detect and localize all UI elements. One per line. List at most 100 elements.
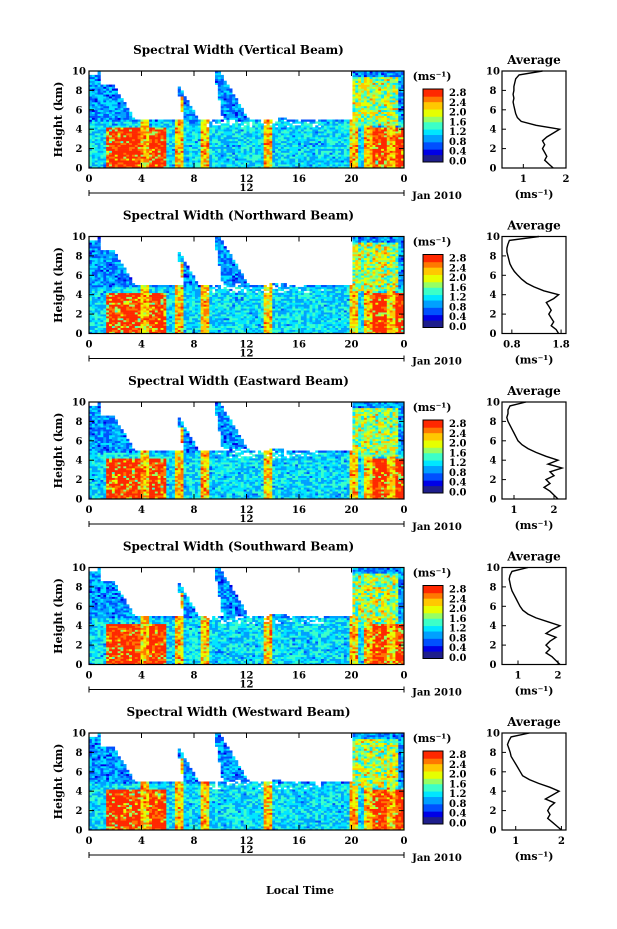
heatmap-cell xyxy=(134,331,138,334)
heatmap-cell xyxy=(395,90,399,93)
heatmap-cell xyxy=(249,162,253,165)
heatmap-cell xyxy=(323,154,327,157)
heatmap-cell xyxy=(200,329,204,332)
heatmap-cell xyxy=(246,156,250,159)
heatmap-cell xyxy=(209,166,213,169)
heatmap-cell xyxy=(126,283,130,286)
heatmap-cell xyxy=(229,158,233,161)
heatmap-cell xyxy=(200,321,204,325)
heatmap-cell xyxy=(109,319,113,323)
heatmap-cell xyxy=(114,263,118,266)
heatmap-cell xyxy=(117,105,121,109)
heatmap-cell xyxy=(126,281,130,284)
heatmap-cell xyxy=(260,158,264,161)
heatmap-cell xyxy=(366,94,370,97)
heatmap-cell xyxy=(143,164,147,167)
heatmap-cell xyxy=(286,144,290,147)
heatmap-cell xyxy=(89,138,93,142)
heatmap-cell xyxy=(157,131,161,134)
heatmap-cell xyxy=(223,86,227,89)
heatmap-cell xyxy=(91,100,96,103)
heatmap-cell xyxy=(180,131,184,134)
heatmap-cell xyxy=(129,150,133,153)
heatmap-cell xyxy=(212,144,216,147)
heatmap-cell xyxy=(398,84,402,87)
heatmap-cell xyxy=(111,302,116,305)
heatmap-cell xyxy=(249,150,253,153)
heatmap-cell xyxy=(152,316,156,319)
heatmap-cell xyxy=(215,76,219,80)
heatmap-cell xyxy=(200,156,204,159)
heatmap-cell xyxy=(226,138,230,142)
heatmap-cell xyxy=(131,314,136,317)
heatmap-cell xyxy=(217,164,222,167)
heatmap-cell xyxy=(217,78,222,81)
heatmap-cell xyxy=(89,102,93,105)
heatmap-cell xyxy=(315,150,319,153)
heatmap-cell xyxy=(341,152,345,155)
heatmap-cell xyxy=(220,146,224,149)
heatmap-cell xyxy=(186,127,190,130)
heatmap-cell xyxy=(352,162,356,165)
heatmap-cell xyxy=(163,292,167,295)
heatmap-cell xyxy=(186,316,190,319)
heatmap-cell xyxy=(103,312,107,315)
heatmap-cell xyxy=(114,285,118,288)
heatmap-cell xyxy=(157,125,161,128)
heatmap-cell xyxy=(109,102,113,105)
heatmap-cell xyxy=(194,156,199,159)
heatmap-cell xyxy=(272,166,276,169)
heatmap-cell xyxy=(263,129,267,132)
heatmap-cell xyxy=(160,288,164,292)
heatmap-cell xyxy=(109,261,113,264)
heatmap-cell xyxy=(389,164,393,167)
heatmap-cell xyxy=(329,144,333,147)
heatmap-cell xyxy=(306,140,310,144)
heatmap-cell xyxy=(363,76,368,80)
heatmap-cell xyxy=(114,135,118,138)
heatmap-cell xyxy=(186,310,190,313)
heatmap-cell xyxy=(263,152,267,155)
heatmap-cell xyxy=(131,292,136,295)
heatmap-cell xyxy=(395,72,399,76)
heatmap-cell xyxy=(318,140,322,144)
heatmap-cell xyxy=(323,133,327,136)
heatmap-cell xyxy=(143,152,147,155)
heatmap-cell xyxy=(358,119,362,122)
heatmap-cell xyxy=(212,148,216,151)
heatmap-cell xyxy=(237,117,242,120)
heatmap-cell xyxy=(375,117,379,120)
heatmap-cell xyxy=(392,135,396,138)
heatmap-cell xyxy=(100,300,104,303)
heatmap-cell xyxy=(323,158,327,161)
heatmap-cell xyxy=(326,154,330,157)
heatmap-cell xyxy=(220,107,224,111)
heatmap-cell xyxy=(169,316,173,319)
heatmap-cell xyxy=(378,121,382,124)
heatmap-cell xyxy=(401,88,405,91)
heatmap-cell xyxy=(183,275,187,278)
heatmap-cell xyxy=(97,127,101,130)
y-axis-label: Height (km) xyxy=(52,82,65,158)
heatmap-cell xyxy=(349,140,353,144)
heatmap-cell xyxy=(352,156,356,159)
heatmap-cell xyxy=(358,76,362,80)
heatmap-cell xyxy=(94,277,98,280)
heatmap-cell xyxy=(392,71,396,74)
heatmap-cell xyxy=(401,160,405,163)
heatmap-cell xyxy=(186,327,190,330)
heatmap-cell xyxy=(361,86,365,89)
heatmap-cell xyxy=(137,135,141,138)
heatmap-cell xyxy=(263,138,267,142)
heatmap-cell xyxy=(89,323,93,327)
heatmap-cell xyxy=(163,144,167,147)
heatmap-cell xyxy=(192,144,196,147)
colorbar-tick-label: 2.8 xyxy=(449,88,466,99)
heatmap-cell xyxy=(177,325,181,328)
heatmap-cell xyxy=(152,154,156,157)
heatmap-cell xyxy=(137,296,141,299)
heatmap-cell xyxy=(111,129,116,132)
heatmap-cell xyxy=(318,154,322,157)
heatmap-cell xyxy=(395,150,399,153)
heatmap-cell xyxy=(120,283,124,286)
